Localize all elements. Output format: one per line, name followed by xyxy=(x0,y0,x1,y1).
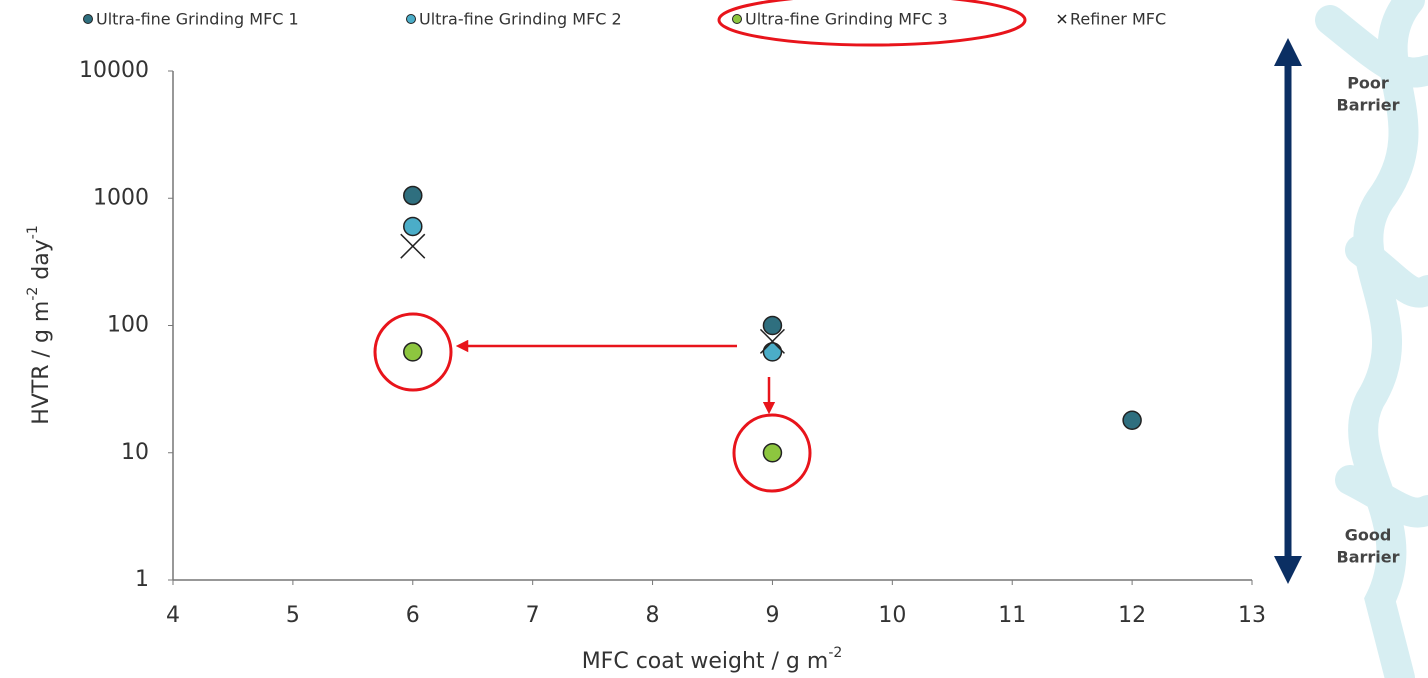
legend-label: Ultra-fine Grinding MFC 1 xyxy=(96,10,299,29)
barrier-label: Barrier xyxy=(1337,96,1400,115)
point xyxy=(1123,411,1141,429)
point xyxy=(404,187,422,205)
y-tick-label: 100 xyxy=(107,313,149,338)
x-axis-title-part: MFC coat weight / g m xyxy=(582,649,829,674)
point xyxy=(404,217,422,235)
x-tick-label: 13 xyxy=(1238,603,1266,628)
y-tick-label: 10000 xyxy=(79,58,149,83)
legend-marker xyxy=(84,15,93,24)
barrier-label: Barrier xyxy=(1337,548,1400,567)
page: {"chart_data": { "type": "scatter", "xla… xyxy=(0,0,1428,678)
y-axis-title-part: day xyxy=(29,239,54,286)
point xyxy=(763,343,781,361)
chart: 1 10 100 1000 10000 4 5 6 7 8 9 10 11 12 13 MFC coat we… xyxy=(0,0,1428,678)
x-tick-label: 12 xyxy=(1118,603,1146,628)
barrier-label: Poor xyxy=(1347,74,1389,93)
x-tick-label: 9 xyxy=(765,603,779,628)
y-tick-label: 1 xyxy=(135,567,149,592)
x-axis-title-superscript: -2 xyxy=(828,645,842,661)
y-axis-title-superscript: -2 xyxy=(25,287,41,301)
legend-marker xyxy=(1058,15,1066,23)
y-tick-label: 10 xyxy=(121,440,149,465)
barrier-label: Good xyxy=(1345,526,1392,545)
y-axis-title: HVTR / g m-2 day-1 xyxy=(25,225,54,425)
legend-label: Ultra-fine Grinding MFC 2 xyxy=(419,10,622,29)
x-tick-label: 7 xyxy=(526,603,540,628)
x-tick-label: 10 xyxy=(878,603,906,628)
legend-marker xyxy=(407,15,416,24)
legend-label: Refiner MFC xyxy=(1070,10,1166,29)
point xyxy=(763,317,781,335)
x-tick-label: 5 xyxy=(286,603,300,628)
legend-label: Ultra-fine Grinding MFC 3 xyxy=(745,10,948,29)
x-tick-label: 6 xyxy=(406,603,420,628)
y-axis-title-part: HVTR / g m xyxy=(29,301,54,425)
x-tick-label: 4 xyxy=(166,603,180,628)
point xyxy=(404,343,422,361)
y-tick-label: 1000 xyxy=(93,185,149,210)
legend-marker xyxy=(733,15,742,24)
point-x xyxy=(401,234,425,258)
x-axis-title: MFC coat weight / g m-2 xyxy=(582,645,843,674)
x-tick-label: 11 xyxy=(998,603,1026,628)
x-tick-label: 8 xyxy=(646,603,660,628)
point xyxy=(763,444,781,462)
y-axis-title-superscript: -1 xyxy=(25,225,41,239)
